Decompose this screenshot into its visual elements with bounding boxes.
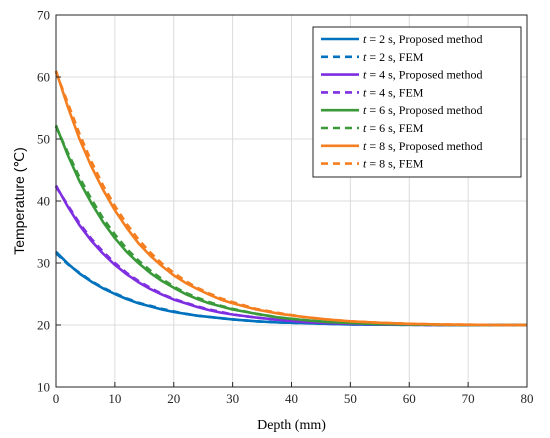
x-tick-label: 40 (285, 391, 298, 406)
legend-entry-4: t = 4 s, FEM (363, 85, 424, 99)
legend-entry-7: t = 8 s, Proposed method (363, 139, 482, 153)
x-tick-label: 50 (344, 391, 357, 406)
y-tick-label: 60 (37, 70, 50, 85)
legend-entry-3: t = 4 s, Proposed method (363, 68, 482, 82)
x-tick-label: 60 (403, 391, 416, 406)
legend: t = 2 s, Proposed method t = 2 s, FEM t = … (312, 26, 522, 178)
legend-entry-8: t = 8 s, FEM (363, 157, 424, 171)
y-tick-label: 40 (37, 194, 50, 209)
x-tick-label: 20 (167, 391, 180, 406)
y-tick-label: 20 (37, 318, 50, 333)
y-axis-label: Temperature (℃) (11, 147, 27, 255)
series-line-2 (55, 252, 527, 327)
x-tick-label: 10 (108, 391, 121, 406)
x-axis-label: Depth (mm) (257, 418, 326, 433)
series-line-8 (54, 71, 527, 327)
x-tick-label: 70 (462, 391, 475, 406)
legend-entry-1: t = 2 s, Proposed method (363, 32, 482, 46)
y-tick-label: 10 (37, 380, 50, 395)
x-tick-label: 30 (226, 391, 239, 406)
legend-entry-2: t = 2 s, FEM (363, 50, 424, 64)
x-tick-label: 80 (521, 391, 534, 406)
legend-entry-5: t = 6 s, Proposed method (363, 103, 482, 117)
legend-entry-6: t = 6 s, FEM (363, 121, 424, 135)
series-line-4 (54, 186, 527, 327)
x-tick-label: 0 (53, 391, 60, 406)
y-tick-label: 30 (37, 256, 50, 271)
y-tick-label: 50 (37, 132, 50, 147)
y-tick-label: 70 (37, 8, 50, 23)
legend-box (312, 26, 522, 178)
series-layer (54, 70, 527, 327)
